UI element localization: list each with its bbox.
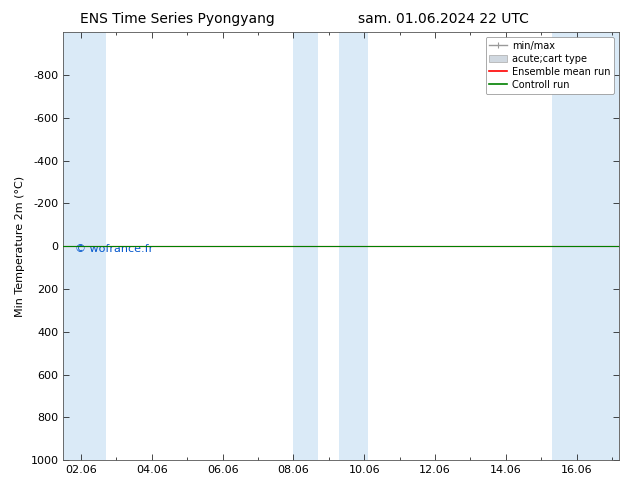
Bar bbox=[63, 32, 106, 460]
Legend: min/max, acute;cart type, Ensemble mean run, Controll run: min/max, acute;cart type, Ensemble mean … bbox=[486, 37, 614, 94]
Y-axis label: Min Temperature 2m (°C): Min Temperature 2m (°C) bbox=[15, 175, 25, 317]
Bar bbox=[552, 32, 619, 460]
Text: ENS Time Series Pyongyang: ENS Time Series Pyongyang bbox=[80, 12, 275, 26]
Text: © wofrance.fr: © wofrance.fr bbox=[75, 244, 153, 254]
Text: sam. 01.06.2024 22 UTC: sam. 01.06.2024 22 UTC bbox=[358, 12, 529, 26]
Bar bbox=[294, 32, 318, 460]
Bar bbox=[339, 32, 368, 460]
